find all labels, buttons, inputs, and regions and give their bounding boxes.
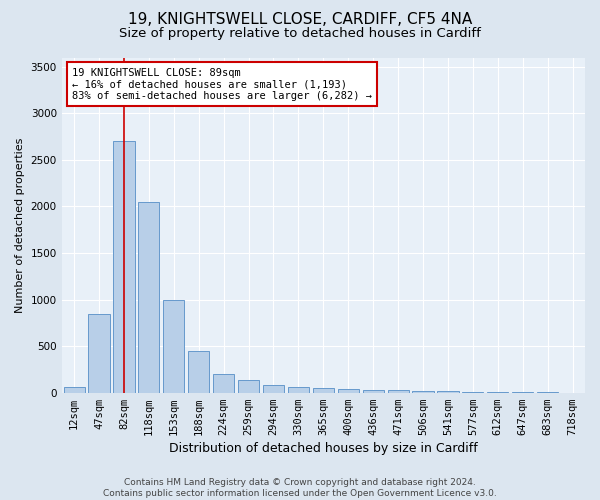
Text: Contains HM Land Registry data © Crown copyright and database right 2024.
Contai: Contains HM Land Registry data © Crown c… bbox=[103, 478, 497, 498]
Text: Size of property relative to detached houses in Cardiff: Size of property relative to detached ho… bbox=[119, 28, 481, 40]
Bar bbox=[113, 142, 134, 392]
Text: 19, KNIGHTSWELL CLOSE, CARDIFF, CF5 4NA: 19, KNIGHTSWELL CLOSE, CARDIFF, CF5 4NA bbox=[128, 12, 472, 28]
Bar bbox=[338, 389, 359, 392]
Text: 19 KNIGHTSWELL CLOSE: 89sqm
← 16% of detached houses are smaller (1,193)
83% of : 19 KNIGHTSWELL CLOSE: 89sqm ← 16% of det… bbox=[72, 68, 372, 101]
X-axis label: Distribution of detached houses by size in Cardiff: Distribution of detached houses by size … bbox=[169, 442, 478, 455]
Y-axis label: Number of detached properties: Number of detached properties bbox=[15, 138, 25, 313]
Bar bbox=[138, 202, 160, 392]
Bar bbox=[313, 388, 334, 392]
Bar bbox=[263, 385, 284, 392]
Bar bbox=[64, 387, 85, 392]
Bar bbox=[288, 387, 309, 392]
Bar bbox=[388, 390, 409, 392]
Bar bbox=[213, 374, 234, 392]
Bar bbox=[412, 391, 434, 392]
Bar bbox=[238, 380, 259, 392]
Bar bbox=[188, 351, 209, 393]
Bar bbox=[88, 314, 110, 392]
Bar bbox=[362, 390, 384, 392]
Bar bbox=[163, 300, 184, 392]
